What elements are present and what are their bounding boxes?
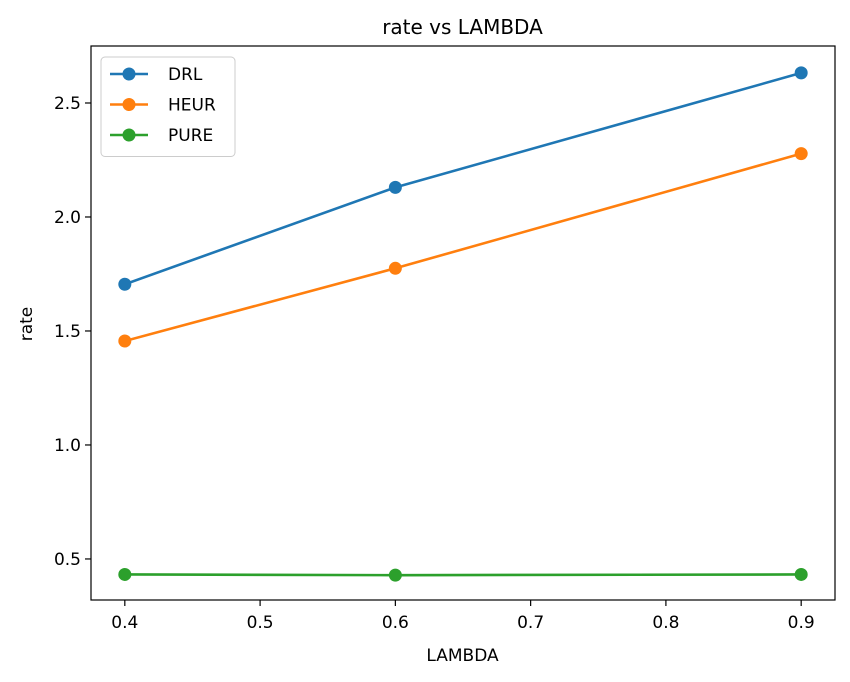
legend-marker (122, 98, 136, 111)
legend-item-drl: DRL (110, 65, 203, 85)
y-tick-label: 1.0 (54, 436, 81, 456)
legend-item-heur: HEUR (110, 96, 216, 116)
data-point (388, 180, 402, 194)
legend-item-pure: PURE (110, 126, 213, 146)
data-point (794, 567, 808, 581)
plot-frame (90, 45, 836, 601)
y-tick-label: 2.0 (54, 208, 81, 228)
y-tick-label: 2.5 (54, 94, 81, 114)
data-point (794, 66, 808, 80)
series-heur (118, 147, 808, 348)
data-point (118, 277, 132, 291)
data-point (118, 334, 132, 348)
data-point (388, 261, 402, 275)
legend: DRL HEUR PURE (100, 56, 236, 157)
x-axis-label: LAMBDA (426, 646, 499, 666)
x-tick-label: 0.8 (652, 613, 679, 633)
legend-label: PURE (168, 126, 213, 146)
series-layer (118, 66, 808, 582)
x-tick-label: 0.4 (111, 613, 138, 633)
series-pure (118, 567, 808, 582)
data-point (794, 147, 808, 161)
legend-marker (122, 128, 136, 142)
y-axis: 0.5 1.0 1.5 2.0 2.5 (54, 94, 91, 570)
chart-title: rate vs LAMBDA (382, 15, 543, 39)
x-tick-label: 0.9 (788, 613, 815, 633)
x-tick-label: 0.5 (247, 613, 274, 633)
data-point (388, 568, 402, 582)
x-axis: 0.4 0.5 0.6 0.7 0.8 0.9 (111, 600, 815, 633)
legend-label: HEUR (168, 96, 216, 116)
legend-marker (122, 67, 136, 81)
legend-label: DRL (168, 65, 203, 85)
x-tick-label: 0.7 (517, 613, 544, 633)
y-axis-label: rate (17, 307, 37, 342)
x-tick-label: 0.6 (382, 613, 409, 633)
y-tick-label: 0.5 (54, 550, 81, 570)
series-line (124, 573, 802, 577)
data-point (118, 567, 132, 581)
y-tick-label: 1.5 (54, 322, 81, 342)
series-drl (118, 66, 808, 291)
